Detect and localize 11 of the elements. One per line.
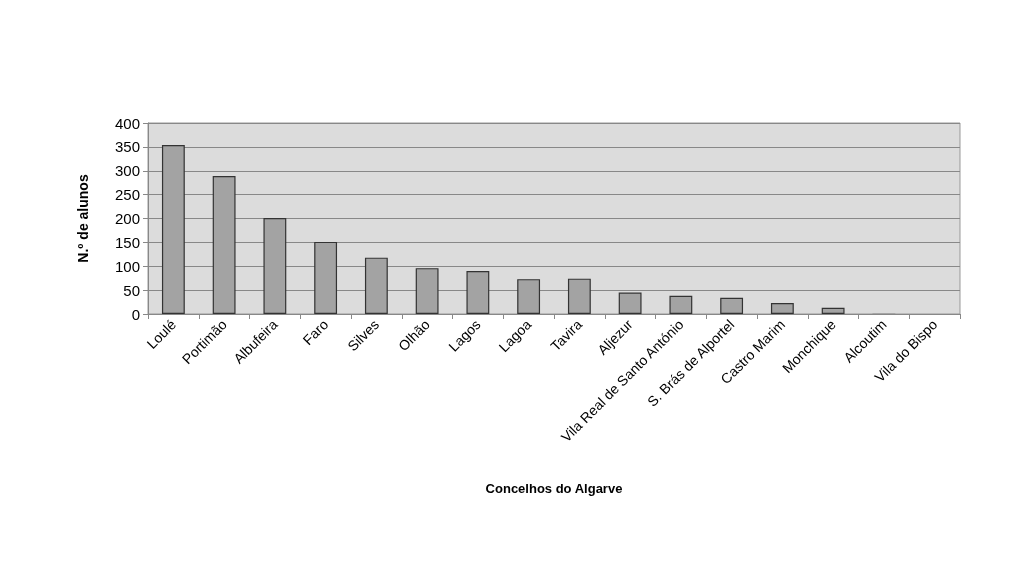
y-tick-label: 150 xyxy=(114,233,140,251)
y-tick-label: 400 xyxy=(114,114,140,132)
y-tick-label: 200 xyxy=(114,210,140,227)
y-tick-label: 0 xyxy=(131,305,140,323)
y-tick-label: 50 xyxy=(123,281,140,299)
y-tick-label: 300 xyxy=(114,162,140,180)
x-axis-title: Concelhos do Algarve xyxy=(485,481,623,496)
y-tick-label: 350 xyxy=(114,138,140,156)
y-axis-title: N.º de alunos xyxy=(75,174,91,263)
y-tick-label: 100 xyxy=(114,257,140,275)
y-tick-label: 250 xyxy=(114,186,140,204)
